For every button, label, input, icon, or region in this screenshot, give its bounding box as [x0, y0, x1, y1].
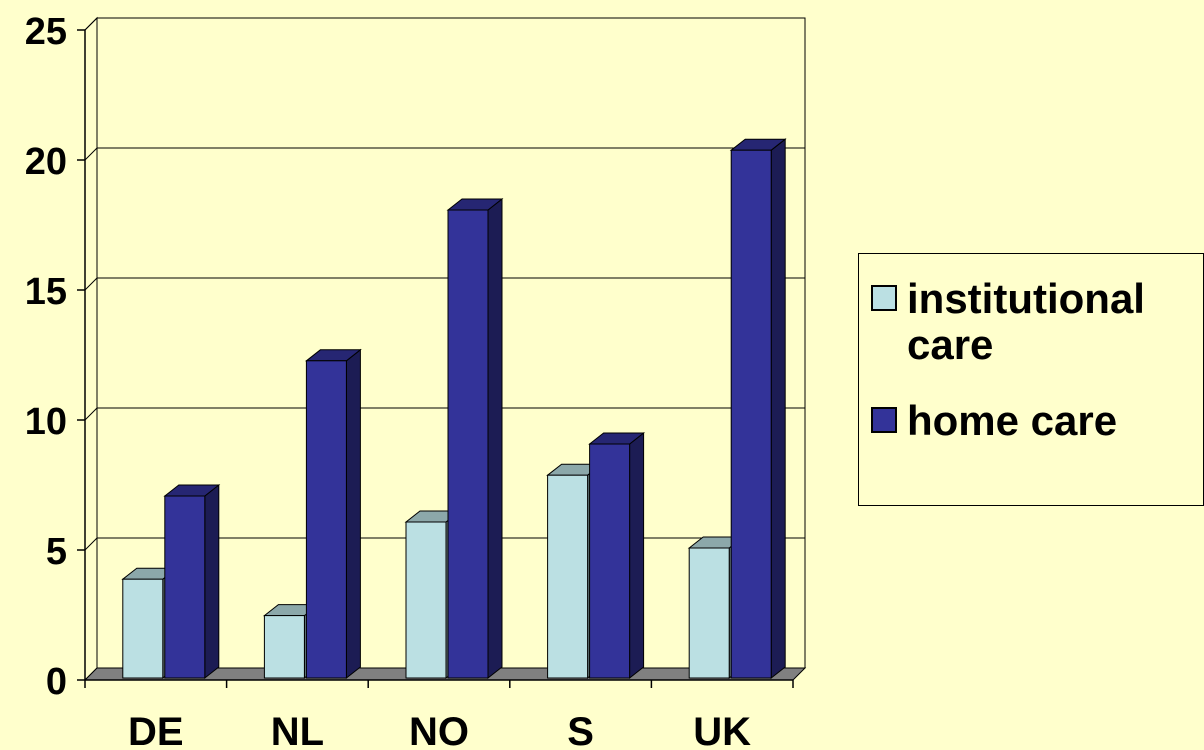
side-wall: [84, 16, 98, 682]
y-tick-label: 15: [25, 271, 67, 313]
bar-side: [487, 197, 503, 680]
bar-front: [547, 474, 589, 679]
bar-front: [263, 615, 305, 679]
bar-front: [688, 547, 730, 679]
bar-front: [589, 443, 631, 679]
x-tick-label: DE: [128, 710, 184, 750]
gridline-side: [84, 277, 98, 291]
gridline-side: [84, 407, 98, 421]
y-tick-label: 5: [46, 531, 67, 573]
legend-item-home-care: home care: [871, 398, 1197, 444]
bar-side: [204, 483, 220, 680]
y-tick-label: 25: [25, 11, 67, 53]
bar: [588, 431, 646, 680]
gridline-side: [84, 147, 98, 161]
x-tick-label: S: [567, 710, 594, 750]
bar: [163, 483, 221, 680]
bar-side: [629, 431, 645, 680]
gridline-side: [84, 537, 98, 551]
legend-swatch-home-care: [871, 407, 897, 433]
bar-side: [770, 138, 786, 680]
y-tick-label: 20: [25, 141, 67, 183]
bar: [446, 197, 504, 680]
legend-label-institutional-care: institutional care: [907, 275, 1145, 368]
y-tick-label: 10: [25, 401, 67, 443]
legend-label-home-care: home care: [907, 397, 1118, 444]
bar: [304, 348, 362, 680]
legend-swatch-institutional-care: [871, 285, 897, 311]
gridline-side: [84, 17, 98, 31]
bar-front: [730, 149, 772, 679]
x-tick-label: NO: [409, 710, 469, 750]
y-tick-label: 0: [46, 661, 67, 703]
bar: [729, 138, 787, 680]
x-tick-label: UK: [693, 710, 751, 750]
x-axis: DE NL NO S UK: [84, 679, 794, 750]
legend: institutional care home care: [858, 253, 1204, 506]
bar-front: [305, 360, 347, 679]
bar-side: [345, 348, 361, 680]
bars: [121, 138, 787, 680]
bar-front: [122, 578, 164, 679]
bar-front: [405, 521, 447, 679]
bar-front: [447, 209, 489, 679]
bar-front: [164, 495, 206, 679]
legend-item-institutional-care: institutional care: [871, 276, 1197, 368]
x-tick-label: NL: [271, 710, 324, 750]
y-axis: 0 5 10 15 20 25: [25, 11, 86, 703]
